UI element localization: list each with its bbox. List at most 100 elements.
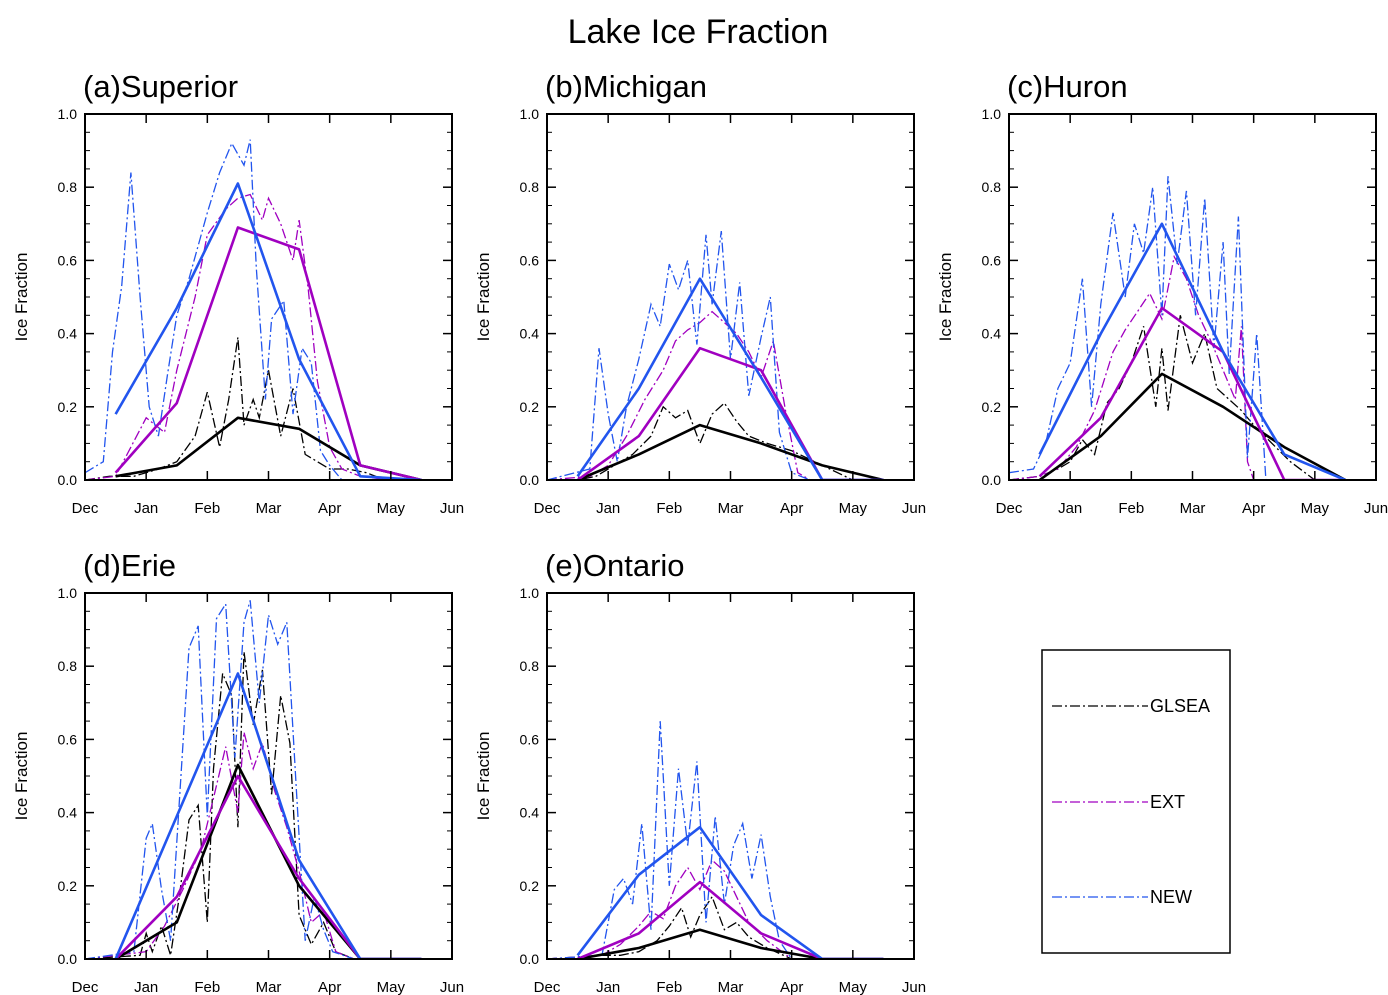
y-tick-label: 0.0 xyxy=(982,472,1002,488)
y-tick-label: 0.2 xyxy=(58,878,78,894)
x-tick-label: May xyxy=(377,979,406,995)
x-tick-label: Jan xyxy=(134,979,158,995)
y-axis-label: Ice Fraction xyxy=(12,732,31,821)
plot-area xyxy=(85,600,422,959)
x-tick-label: May xyxy=(839,500,868,517)
x-tick-label: May xyxy=(1301,500,1330,517)
x-tick-label: Dec xyxy=(534,979,561,995)
panel-4: (d)Erie Ice Fraction 0.0 0.2 0.4 0.6 0.8 1.0 Dec… xyxy=(12,548,464,995)
x-tick-label: Jan xyxy=(596,500,620,517)
x-tick-label: Apr xyxy=(318,979,341,995)
series-daily-ext xyxy=(1009,254,1255,480)
plot-frame xyxy=(546,592,915,960)
plot-frame xyxy=(546,113,915,481)
plot-area xyxy=(1009,176,1347,480)
legend-label-ext: EXT xyxy=(1150,792,1185,812)
panel-title: (b)Michigan xyxy=(545,69,707,104)
y-tick-label: 0.0 xyxy=(58,472,78,488)
y-tick-label: 1.0 xyxy=(982,106,1002,122)
series-daily-new xyxy=(85,139,343,480)
y-tick-label: 0.8 xyxy=(58,179,78,195)
series-monthly-ext xyxy=(114,774,422,959)
x-tick-label: Feb xyxy=(194,500,220,517)
x-tick-label: Feb xyxy=(656,979,682,995)
y-tick-label: 0.4 xyxy=(58,805,78,821)
x-tick-label: May xyxy=(377,500,406,517)
y-tick-label: 0.2 xyxy=(520,878,540,894)
y-axis-label: Ice Fraction xyxy=(12,253,31,342)
plot-area xyxy=(547,721,884,959)
series-monthly-new xyxy=(576,277,884,480)
series-daily-ext xyxy=(85,731,355,959)
x-tick-label: Apr xyxy=(780,500,803,517)
series-monthly-ext xyxy=(577,880,884,959)
y-tick-label: 1.0 xyxy=(520,106,540,122)
y-tick-label: 0.8 xyxy=(520,179,540,195)
y-axis-label: Ice Fraction xyxy=(936,253,955,342)
x-tick-label: Dec xyxy=(72,500,99,517)
x-tick-label: Dec xyxy=(72,979,99,995)
panel-title: (a)Superior xyxy=(83,69,238,104)
x-tick-label: Apr xyxy=(1242,500,1265,517)
x-tick-label: Jun xyxy=(440,979,464,995)
series-monthly-ext xyxy=(1038,306,1346,480)
series-monthly-new xyxy=(1038,222,1346,480)
series-daily-glsea xyxy=(1009,315,1316,480)
series-monthly-new xyxy=(114,672,422,959)
y-tick-label: 0.2 xyxy=(982,399,1002,415)
x-tick-label: Apr xyxy=(780,979,803,995)
y-tick-label: 0.6 xyxy=(58,252,78,268)
y-tick-label: 0.6 xyxy=(58,731,78,747)
x-tick-label: Feb xyxy=(1118,500,1144,517)
x-tick-label: Mar xyxy=(256,500,282,517)
plot-area xyxy=(547,231,884,480)
y-tick-label: 0.4 xyxy=(982,326,1002,342)
series-daily-new xyxy=(547,721,793,959)
series-daily-new xyxy=(1009,176,1267,480)
chart-panels: (a)Superior Ice Fraction 0.0 0.2 0.4 0.6 0.8 1.… xyxy=(12,69,1388,995)
series-daily-ext xyxy=(547,859,793,959)
y-tick-label: 0.2 xyxy=(58,399,78,415)
panel-3: (c)Huron Ice Fraction 0.0 0.2 0.4 0.6 0.8 1.0 De… xyxy=(936,69,1388,517)
plot-area xyxy=(85,139,422,480)
y-axis-label: Ice Fraction xyxy=(474,732,493,821)
y-tick-label: 0.0 xyxy=(58,951,78,967)
x-tick-label: Jun xyxy=(1364,500,1388,517)
series-daily-glsea xyxy=(85,651,355,959)
series-daily-new xyxy=(85,600,355,959)
x-tick-label: Apr xyxy=(318,500,341,517)
x-tick-label: Dec xyxy=(534,500,561,517)
series-monthly-glsea xyxy=(114,763,422,959)
x-tick-label: Jan xyxy=(1058,500,1082,517)
series-monthly-new xyxy=(114,182,422,480)
panel-1: (a)Superior Ice Fraction 0.0 0.2 0.4 0.6 0.8 1.… xyxy=(12,69,464,517)
x-tick-label: Mar xyxy=(1180,500,1206,517)
y-tick-label: 0.2 xyxy=(520,399,540,415)
series-monthly-glsea xyxy=(577,423,884,480)
y-tick-label: 0.8 xyxy=(58,658,78,674)
y-tick-label: 0.4 xyxy=(520,326,540,342)
y-tick-label: 0.6 xyxy=(982,252,1002,268)
series-daily-ext xyxy=(85,193,391,480)
series-monthly-ext xyxy=(114,226,422,480)
legend-label-glsea: GLSEA xyxy=(1150,696,1210,716)
y-tick-label: 0.6 xyxy=(520,252,540,268)
series-daily-ext xyxy=(547,310,811,480)
x-tick-label: Mar xyxy=(718,979,744,995)
y-tick-label: 1.0 xyxy=(58,585,78,601)
panel-5: (e)Ontario Ice Fraction 0.0 0.2 0.4 0.6 0.8 1.0… xyxy=(474,548,926,995)
x-tick-label: Dec xyxy=(996,500,1023,517)
y-axis-label: Ice Fraction xyxy=(474,253,493,342)
panel-title: (c)Huron xyxy=(1007,69,1128,104)
panel-title: (e)Ontario xyxy=(545,548,685,583)
x-tick-label: May xyxy=(839,979,868,995)
series-monthly-glsea xyxy=(115,416,422,480)
x-tick-label: Jun xyxy=(902,979,926,995)
panel-2: (b)Michigan Ice Fraction 0.0 0.2 0.4 0.6 0.8 1.… xyxy=(474,69,926,517)
x-tick-label: Jun xyxy=(440,500,464,517)
y-tick-label: 0.4 xyxy=(520,805,540,821)
x-tick-label: Mar xyxy=(256,979,282,995)
panel-title: (d)Erie xyxy=(83,548,176,583)
x-tick-label: Jan xyxy=(134,500,158,517)
